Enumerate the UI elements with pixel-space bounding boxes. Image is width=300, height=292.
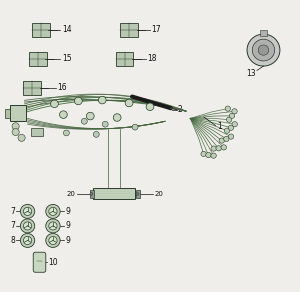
Text: 9: 9 (65, 236, 70, 245)
Bar (116, 52, 133, 66)
Circle shape (86, 112, 94, 120)
Circle shape (211, 146, 216, 151)
Bar (90, 190, 94, 198)
Circle shape (23, 237, 32, 244)
Bar (10, 105, 26, 121)
Circle shape (219, 138, 224, 143)
Circle shape (46, 219, 60, 233)
Bar (260, 30, 267, 36)
Circle shape (211, 153, 216, 158)
Circle shape (226, 117, 232, 122)
Circle shape (258, 45, 269, 55)
Text: 16: 16 (57, 84, 67, 92)
Bar (29, 52, 47, 66)
Circle shape (146, 103, 154, 111)
Circle shape (136, 192, 139, 195)
Circle shape (93, 131, 99, 137)
Text: 13: 13 (246, 69, 255, 78)
Circle shape (49, 207, 57, 215)
Text: 1: 1 (217, 122, 222, 131)
Circle shape (49, 237, 57, 244)
Circle shape (63, 130, 69, 136)
Circle shape (232, 121, 237, 127)
Circle shape (18, 134, 25, 141)
Circle shape (81, 118, 87, 124)
Circle shape (113, 114, 121, 121)
Circle shape (232, 109, 237, 114)
Circle shape (46, 204, 60, 218)
Circle shape (228, 125, 234, 131)
Text: 9: 9 (65, 207, 70, 216)
Circle shape (228, 134, 234, 139)
Circle shape (252, 39, 274, 61)
Bar (136, 190, 140, 198)
Circle shape (98, 96, 106, 104)
Circle shape (23, 207, 32, 215)
Circle shape (221, 145, 226, 150)
Bar (23, 81, 41, 95)
Circle shape (201, 151, 206, 157)
Circle shape (12, 123, 19, 130)
Circle shape (49, 222, 57, 230)
Bar (93, 188, 135, 199)
Circle shape (224, 136, 229, 142)
Text: 20: 20 (154, 191, 164, 197)
Text: 10: 10 (49, 258, 58, 267)
Circle shape (20, 219, 35, 233)
Circle shape (225, 106, 230, 111)
Text: 7: 7 (10, 207, 15, 216)
Circle shape (132, 124, 138, 130)
Circle shape (12, 128, 19, 135)
Text: 7: 7 (10, 221, 15, 230)
Text: 14: 14 (62, 25, 71, 34)
Text: 17: 17 (152, 25, 161, 34)
Text: 8: 8 (10, 236, 15, 245)
Bar (32, 23, 50, 37)
Circle shape (51, 100, 58, 108)
Circle shape (23, 222, 32, 230)
Circle shape (224, 128, 230, 133)
Circle shape (20, 234, 35, 247)
Circle shape (206, 152, 211, 158)
Circle shape (90, 192, 93, 195)
Circle shape (59, 111, 67, 118)
Text: 2: 2 (177, 105, 182, 114)
Circle shape (102, 121, 108, 127)
Circle shape (125, 99, 133, 107)
Text: 18: 18 (148, 54, 157, 63)
Text: 9: 9 (65, 221, 70, 230)
Bar (5, 110, 10, 117)
Bar (120, 23, 138, 37)
Circle shape (20, 204, 35, 218)
Circle shape (247, 34, 280, 66)
Circle shape (74, 97, 82, 105)
FancyBboxPatch shape (33, 252, 46, 272)
Circle shape (216, 146, 221, 151)
Circle shape (46, 234, 60, 247)
Bar (31, 128, 43, 136)
Circle shape (229, 113, 235, 118)
Text: 15: 15 (62, 54, 71, 63)
Text: 20: 20 (67, 191, 75, 197)
